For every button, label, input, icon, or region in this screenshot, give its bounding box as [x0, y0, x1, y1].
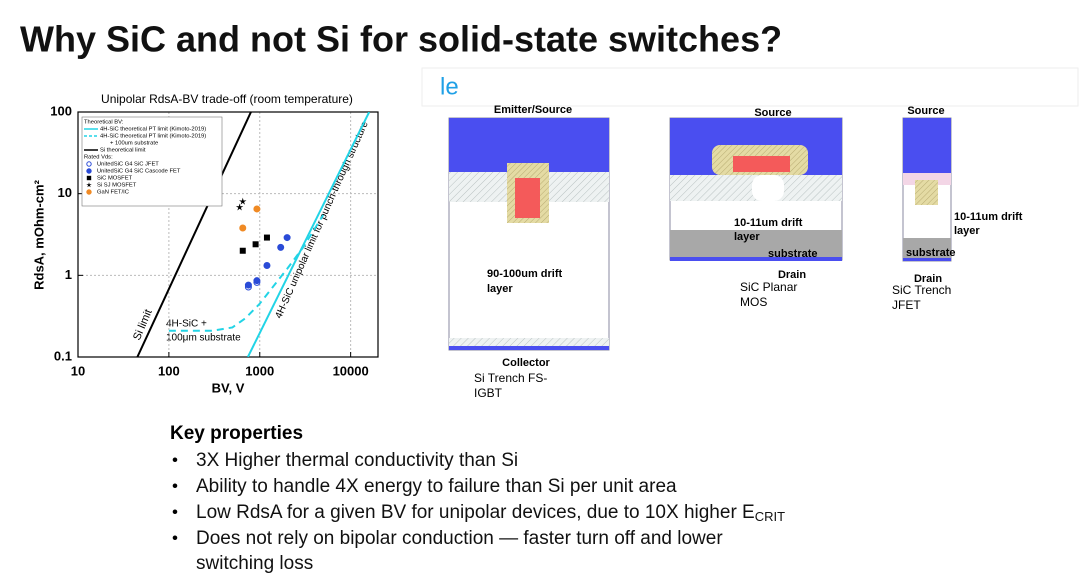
annotation: 100μm substrate [166, 333, 241, 344]
diagram-label: MOS [740, 295, 767, 309]
legend-label: UnitedSiC G4 SiC Cascode FET [97, 169, 181, 175]
diagram-label: SiC Trench [892, 283, 951, 297]
diagram-label: IGBT [474, 386, 503, 400]
slide-title: Why SiC and not Si for solid-state switc… [20, 19, 782, 60]
y-axis-label: RdsA, mOhm-cm² [31, 179, 46, 289]
legend-label: + 100um substrate [110, 141, 158, 147]
key-properties-heading: Key properties [170, 423, 303, 444]
diagram-label: SiC Planar [740, 280, 797, 294]
diagram-label: layer [954, 225, 980, 237]
diagram-label: Si Trench FS- [474, 371, 547, 385]
header-strip [421, 67, 1079, 107]
diagram-label: 10-11um drift [954, 211, 1023, 223]
bullet-marker: • [172, 528, 178, 547]
partial-heading: le [440, 73, 459, 100]
x-tick-label: 100 [158, 363, 180, 378]
marker [239, 224, 247, 232]
bullet-text-part: Low RdsA for a given BV for unipolar dev… [196, 502, 755, 523]
marker [283, 234, 291, 242]
diagram-label: layer [734, 231, 760, 243]
marker [263, 261, 271, 269]
diagram-label: substrate [906, 247, 956, 259]
marker [86, 189, 92, 195]
diagram-label: Drain [914, 273, 942, 285]
marker [235, 203, 244, 211]
marker [253, 205, 261, 213]
bullet-text: Low RdsA for a given BV for unipolar dev… [196, 502, 785, 524]
bullet-text-part: Ability to handle 4X energy to failure t… [196, 476, 677, 497]
bullet-text: Ability to handle 4X energy to failure t… [196, 476, 677, 497]
marker [86, 161, 92, 167]
y-tick-label: 0.1 [54, 348, 72, 363]
jfet-diagram [902, 117, 952, 262]
bullet-text: Does not rely on bipolar conduction — fa… [196, 528, 723, 549]
marker [239, 247, 246, 254]
legend-label: Si theoretical limit [100, 148, 146, 154]
marker [86, 182, 92, 188]
bullet-list: • 3X Higher thermal conductivity than Si •… [172, 450, 785, 574]
series-line [168, 214, 325, 332]
marker [86, 168, 92, 174]
diagram-label: Emitter/Source [494, 104, 572, 116]
x-tick-label: 1000 [245, 363, 274, 378]
legend-label: GaN FET/IC [97, 190, 129, 196]
diagram-label: JFET [892, 298, 921, 312]
bullet-text: switching loss [196, 553, 313, 574]
x-axis-label: BV, V [212, 380, 245, 395]
legend-label: SiC MOSFET [97, 176, 133, 182]
legend-header: Theoretical BV: [84, 120, 124, 126]
bullet-marker: • [172, 450, 178, 469]
diagram-label: Drain [778, 269, 806, 281]
y-tick-label: 100 [50, 103, 72, 118]
marker [263, 234, 270, 241]
diagram-label: 90-100um drift [487, 268, 563, 280]
legend-label: 4H-SiC theoretical PT limit (Kimoto-2019… [100, 127, 206, 133]
marker [239, 197, 247, 205]
marker [244, 281, 252, 289]
bullet-text-part: 3X Higher thermal conductivity than Si [196, 450, 518, 471]
bullet-marker: • [172, 476, 178, 495]
bullet-text-part: switching loss [196, 553, 313, 574]
legend-label: 4H-SiC theoretical PT limit (Kimoto-2019… [100, 134, 206, 140]
legend-header: Rated Vds: [84, 155, 113, 161]
bullet-subscript: CRIT [755, 509, 785, 524]
plot-area [77, 111, 379, 358]
marker [252, 241, 259, 248]
legend-label: UnitedSiC G4 SiC JFET [97, 162, 159, 168]
marker [253, 277, 261, 285]
marker [86, 175, 92, 181]
annotation: 4H-SiC + [166, 319, 207, 330]
series-line [246, 112, 371, 357]
diagram-label: Source [754, 107, 791, 119]
y-tick-label: 1 [65, 267, 72, 282]
x-tick-label: 10 [71, 363, 85, 378]
data-marks [136, 112, 371, 357]
diagram-label: layer [487, 283, 513, 295]
igbt-diagram [448, 117, 610, 351]
legend-label: Si SJ MOSFET [97, 183, 137, 189]
diagram-label: Source [907, 105, 944, 117]
diagram-label: Collector [502, 357, 550, 369]
diagram-label: 10-11um drift [734, 217, 803, 229]
mos-diagram [669, 117, 843, 261]
bullet-marker: • [172, 502, 178, 521]
marker [277, 243, 285, 251]
plot-frame [77, 111, 379, 358]
bullet-text-part: Does not rely on bipolar conduction — fa… [196, 528, 723, 549]
chart-title: Unipolar RdsA-BV trade-off (room tempera… [101, 92, 353, 106]
legend: Theoretical BV:4H-SiC theoretical PT lim… [81, 116, 223, 207]
series-line [136, 112, 252, 357]
legend-box [81, 116, 223, 207]
diagram-label: substrate [768, 248, 818, 260]
x-tick-label: 10000 [333, 363, 369, 378]
y-tick-label: 10 [58, 185, 72, 200]
bullet-text: 3X Higher thermal conductivity than Si [196, 450, 518, 471]
annotation: 4H-SiC unipolar limit for punch-through … [273, 119, 370, 320]
